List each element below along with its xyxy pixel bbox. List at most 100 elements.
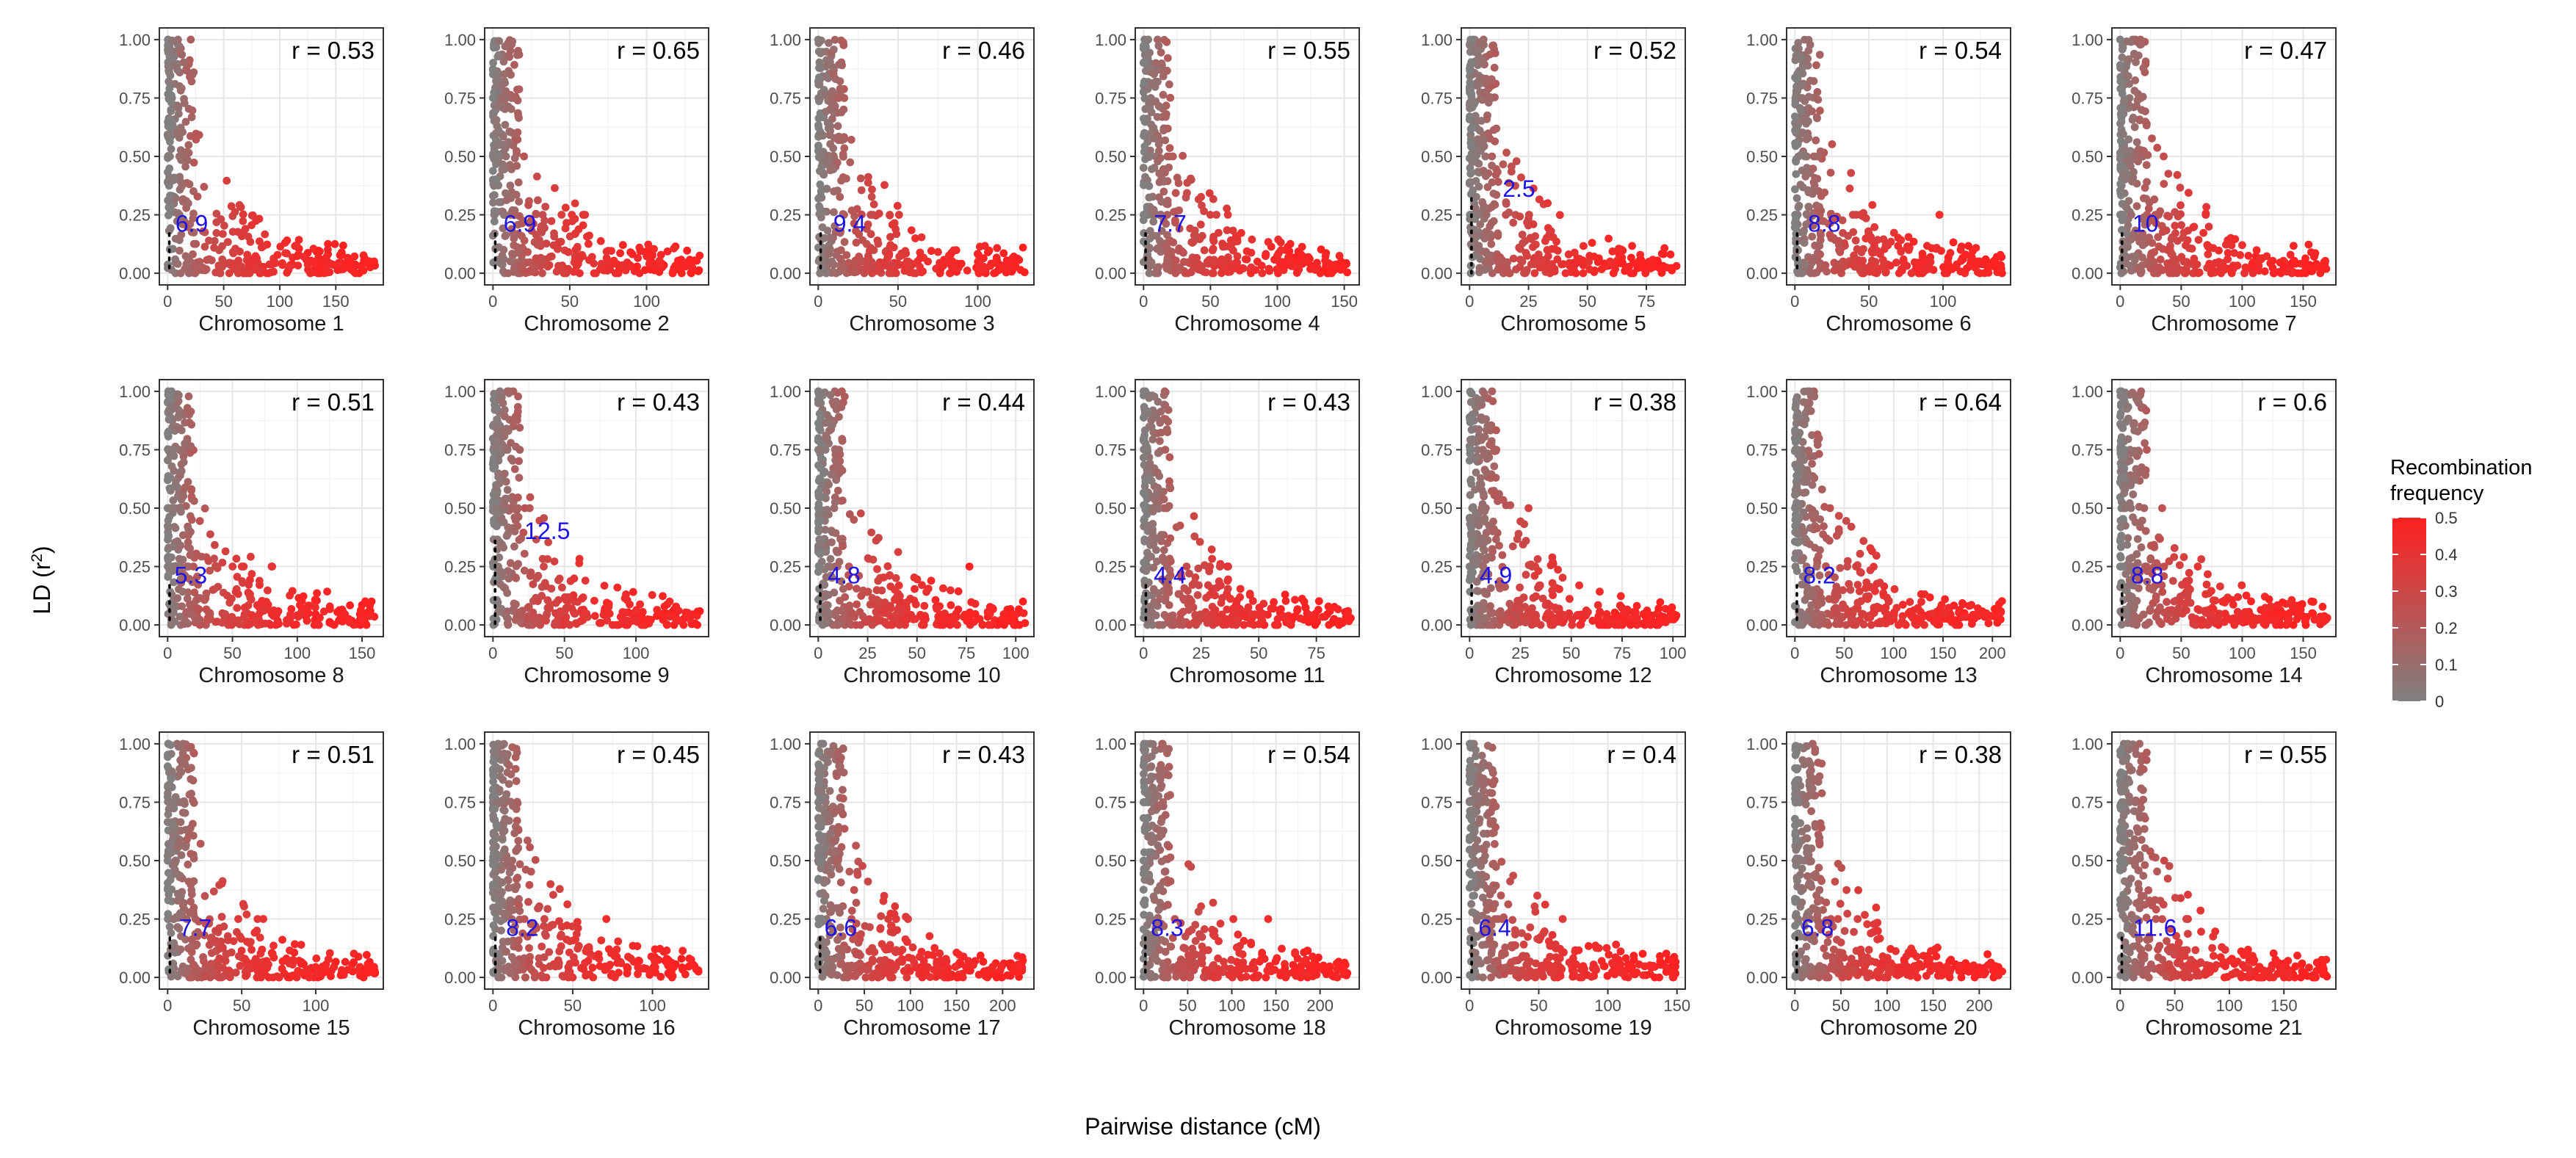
data-point (184, 525, 193, 534)
data-point (179, 457, 188, 466)
data-point (211, 540, 219, 549)
data-point (1604, 234, 1613, 243)
data-point (2290, 242, 2298, 250)
data-point (879, 609, 888, 617)
data-point (165, 68, 173, 77)
data-point (175, 109, 183, 118)
data-point (1571, 260, 1580, 269)
data-point (1570, 248, 1579, 257)
scatter-points (1465, 35, 1681, 278)
data-point (590, 269, 598, 278)
data-point (645, 259, 654, 268)
data-point (576, 269, 584, 278)
data-point (212, 228, 221, 237)
data-point (492, 404, 501, 412)
data-point (513, 85, 521, 94)
data-point (2244, 251, 2253, 260)
data-point (894, 590, 902, 598)
data-point (1477, 117, 1486, 125)
data-point (1479, 167, 1488, 175)
data-point (1466, 125, 1475, 134)
data-point (836, 246, 845, 254)
data-point (493, 522, 501, 531)
data-point (825, 39, 833, 47)
data-point (1021, 619, 1030, 627)
y-tick-label: 1.00 (770, 31, 801, 49)
data-point (1812, 61, 1820, 70)
data-point (846, 158, 855, 167)
data-point (551, 598, 560, 607)
data-point (2238, 241, 2246, 250)
data-point (861, 618, 870, 626)
data-point (695, 266, 703, 275)
data-point (1470, 48, 1478, 56)
data-point (1484, 129, 1493, 138)
data-point (231, 587, 240, 596)
data-point (513, 612, 521, 621)
data-point (1487, 240, 1496, 248)
data-point (1820, 188, 1829, 197)
data-point (505, 36, 514, 44)
data-point (225, 618, 234, 627)
data-point (822, 431, 831, 440)
data-point (1010, 620, 1019, 629)
data-point (493, 122, 502, 131)
data-point (268, 562, 276, 571)
data-point (590, 596, 598, 605)
data-point (1482, 211, 1491, 219)
data-point (830, 261, 838, 269)
data-point (965, 562, 974, 571)
data-point (867, 258, 876, 266)
data-point (1162, 261, 1170, 269)
data-point (2119, 170, 2127, 179)
data-point (176, 146, 185, 154)
data-point (2182, 268, 2190, 276)
data-point (1515, 243, 1524, 252)
data-point (1230, 261, 1239, 269)
data-point (546, 253, 554, 261)
data-point (1161, 136, 1170, 145)
data-point (499, 132, 507, 141)
data-point (495, 141, 504, 149)
data-point (1984, 269, 1993, 277)
data-point (1171, 256, 1180, 264)
data-point (324, 239, 332, 248)
data-point (947, 586, 955, 595)
data-point (954, 587, 963, 596)
data-point (2131, 256, 2139, 264)
data-point (1816, 106, 1824, 115)
data-point (177, 50, 186, 59)
data-point (1232, 232, 1240, 240)
data-point (165, 164, 174, 173)
data-point (573, 244, 582, 253)
data-point (816, 550, 825, 558)
data-point (220, 221, 228, 230)
data-point (1258, 269, 1267, 278)
data-point (189, 209, 198, 218)
data-point (231, 208, 239, 216)
y-tick-label: 0.00 (770, 616, 801, 634)
data-point (596, 236, 605, 245)
data-point (1482, 228, 1490, 236)
data-point (1483, 76, 1491, 85)
data-point (634, 254, 642, 262)
data-point (2155, 263, 2164, 272)
data-point (1159, 546, 1168, 554)
data-point (1198, 201, 1206, 210)
data-point (1274, 235, 1283, 244)
data-point (941, 259, 949, 267)
data-point (187, 408, 195, 416)
data-point (864, 554, 873, 563)
data-point (492, 77, 500, 85)
data-point (256, 576, 264, 585)
data-point (489, 59, 497, 67)
data-point (1494, 229, 1502, 238)
data-point (831, 498, 839, 507)
data-point (296, 601, 304, 609)
data-point (165, 84, 174, 93)
data-point (515, 198, 524, 206)
data-point (579, 252, 587, 261)
data-point (1792, 140, 1800, 148)
data-point (1524, 211, 1533, 219)
data-point (886, 233, 894, 242)
